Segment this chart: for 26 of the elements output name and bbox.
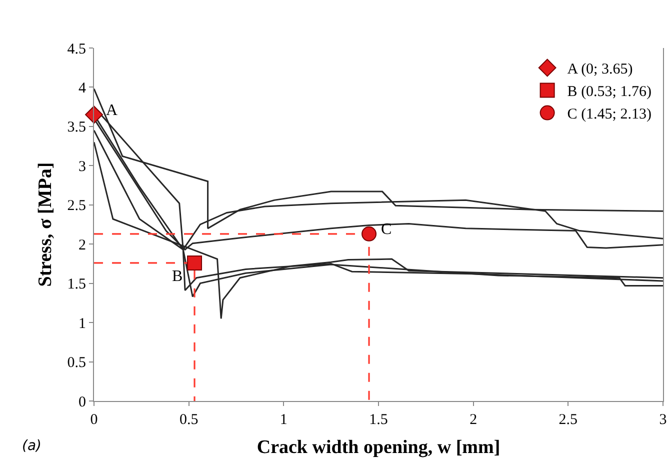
annotation: A [106,102,118,119]
x-axis-title: Crack width opening, w [mm] [256,436,500,458]
x-tick-label: 2 [470,412,478,428]
legend-label: C (1.45; 2.13) [567,106,652,123]
x-tick-label: 2.5 [558,412,578,428]
y-tick-label: 4.5 [67,41,86,58]
x-tick-label: 0.5 [179,412,198,428]
x-tick-label: 3 [659,412,667,428]
x-tick-label: 0 [90,412,98,428]
x-tick-label: 1 [280,412,288,428]
y-tick-label: 2.5 [67,198,86,214]
text: (a) [22,438,42,454]
annotation: C [381,221,392,238]
y-tick-label: 1.5 [67,276,86,293]
y-tick-label: 2 [78,237,86,254]
legend-label: B (0.53; 1.76) [567,84,652,100]
y-axis-title: Stress, σ [MPa] [35,162,56,287]
y-tick-label: 3.5 [67,120,86,136]
y-tick-label: 0 [78,394,86,410]
legend-label: A (0; 3.65) [567,62,633,78]
y-tick-label: 3 [78,158,86,175]
annotation: B [172,268,183,285]
x-tick-label: 1.5 [369,412,388,428]
y-tick-label: 1 [78,316,86,332]
y-tick-label: 4 [78,80,86,96]
y-tick-label: 0.5 [67,355,86,372]
